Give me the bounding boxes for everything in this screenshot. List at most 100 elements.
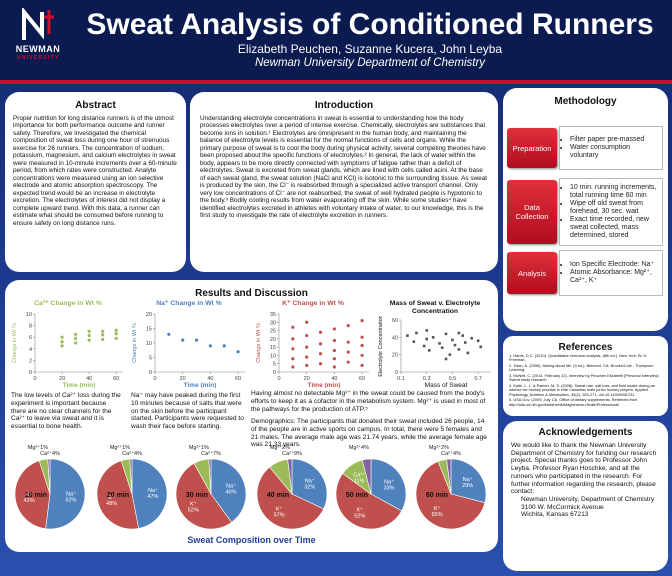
pie-slice (129, 458, 133, 495)
data-point (425, 329, 429, 332)
pie-category: K⁺ (190, 500, 197, 507)
pie-category: Ca²⁺ (122, 450, 134, 457)
methodology-heading: Methodology (554, 96, 617, 107)
pie-slice (335, 473, 403, 530)
pie-slice (96, 460, 139, 530)
data-point (360, 353, 364, 358)
x-tick-label: 60 (359, 376, 365, 382)
x-tick-label: 0.5 (449, 376, 457, 382)
pie-title: 40 min (267, 492, 289, 499)
data-point (305, 320, 309, 324)
pie-slice (131, 458, 168, 529)
chart-title: K⁺ Change in Wt % (282, 300, 344, 307)
pie-value-label: 2% (441, 445, 449, 451)
pie-slice (256, 466, 325, 530)
pie-value-label: 29% (462, 483, 473, 489)
abstract-text: Proper nutrition for long distance runne… (13, 115, 177, 227)
chart-plot: 0 5 10 15 20 25 30 35 0 20 40 60 Time (min) Change in… (256, 312, 369, 389)
acknowledgements-box: Acknowledgements We would like to thank … (503, 421, 668, 571)
title: Sweat Analysis of Conditioned Runners (86, 8, 654, 41)
pie-category: Ca²⁺ (40, 450, 52, 457)
data-point (453, 343, 457, 347)
data-point (332, 338, 336, 343)
data-point (466, 351, 470, 355)
data-point (448, 353, 452, 356)
step-label: Data Collection (507, 180, 557, 244)
logo-bottom: UNIVERSITY (16, 55, 60, 61)
pie-value-label: 47% (147, 494, 158, 500)
chart: Na⁺ Change in Wt % 0 5 10 15 20 0 20 40 60 Time (m… (129, 300, 249, 389)
reference: 2. Tobin, A. (2008). Asking about life. … (509, 362, 654, 373)
y-tick-label: 15 (270, 345, 276, 351)
data-point (291, 337, 295, 341)
acknowledgements-heading: Acknowledgements (538, 427, 633, 438)
data-point (101, 333, 105, 337)
methodology-box: Methodology PreparationFilter paper pre-… (503, 88, 668, 331)
data-point (346, 324, 350, 328)
step-item: 10 min. running increments, total runnin… (570, 184, 660, 200)
data-point (236, 350, 240, 354)
y-tick-label: 8 (29, 324, 32, 330)
chart-title: Ca²⁺ Change in Wt % (34, 300, 102, 307)
data-point (87, 338, 91, 342)
chart: Ca²⁺ Change in Wt % 0 2 4 6 8 10 0 20 40 60 Time (m… (9, 300, 127, 389)
data-point (74, 336, 78, 340)
data-point (114, 332, 118, 336)
data-point (476, 339, 480, 343)
pie-title: 10 min (25, 492, 47, 499)
pie-chart: Na⁺47% K⁺48% Ca²⁺ 4% Mg²⁺ 1% 20 min (96, 444, 168, 530)
y-axis-label: Change in Wt % (256, 323, 262, 363)
y-tick-label: 35 (270, 312, 276, 318)
pie-chart: Na⁺32% K⁺57% Ca²⁺ 9% Mg²⁺ 2% 40 min (256, 444, 328, 530)
pie-slice (370, 458, 407, 512)
step-item: Wipe off old sweat from forehead, 30 sec… (570, 200, 660, 216)
data-point (425, 337, 429, 341)
introduction-text: Understanding electrolyte concentrations… (200, 115, 488, 220)
data-point (360, 335, 364, 339)
data-point (440, 346, 444, 350)
data-point (332, 327, 336, 331)
data-point (346, 360, 350, 364)
abstract-heading: Abstract (75, 100, 116, 111)
pie-category: Na⁺ (148, 487, 158, 494)
data-point (291, 347, 295, 351)
header-stripe (0, 80, 672, 84)
data-point (457, 331, 461, 335)
pie-value-label: 1% (201, 445, 209, 451)
x-tick-label: 0.1 (397, 376, 405, 382)
header-band (0, 0, 672, 80)
data-point (479, 345, 483, 349)
pie-value-label: 2% (282, 445, 290, 451)
pie-slice (287, 458, 293, 495)
data-point (291, 365, 295, 369)
step-item: Water consumption voluntary (570, 144, 660, 160)
data-point (305, 333, 309, 338)
y-tick-label: 60 (392, 318, 398, 324)
acknowledgements-text: We would like to thank the Newman Univer… (511, 442, 657, 496)
data-point (87, 333, 91, 338)
pie-category: Mg²⁺ (270, 444, 282, 451)
logo-mark (22, 8, 54, 40)
pie-slice (450, 458, 487, 504)
y-tick-label: 2 (29, 358, 32, 364)
data-point (194, 338, 199, 342)
data-point (181, 338, 185, 342)
y-tick-label: 10 (270, 353, 276, 359)
address-line: 3100 W. McCormick Avenue (521, 503, 604, 511)
data-point (412, 340, 416, 343)
pie-value-label: 43% (24, 498, 35, 504)
x-tick-label: 0.7 (474, 376, 482, 382)
pie-value-label: 7% (213, 451, 221, 457)
chart: K⁺ Change in Wt % 0 5 10 15 20 25 30 35 0 20 40 60 Ti… (253, 300, 373, 389)
data-point (318, 342, 323, 346)
data-point (438, 342, 441, 345)
pie-value-label: 1% (40, 445, 48, 451)
results-box: Results and Discussion Sweat Composition… (5, 280, 498, 552)
pie-category: Mg²⁺ (28, 444, 40, 451)
data-point (318, 352, 323, 356)
pie-value-label: 57% (274, 513, 285, 519)
y-axis-label: Change in Wt % (132, 323, 138, 363)
pie-title: 30 min (186, 492, 208, 499)
pie-value-label: 52% (188, 507, 199, 513)
data-point (360, 343, 364, 348)
